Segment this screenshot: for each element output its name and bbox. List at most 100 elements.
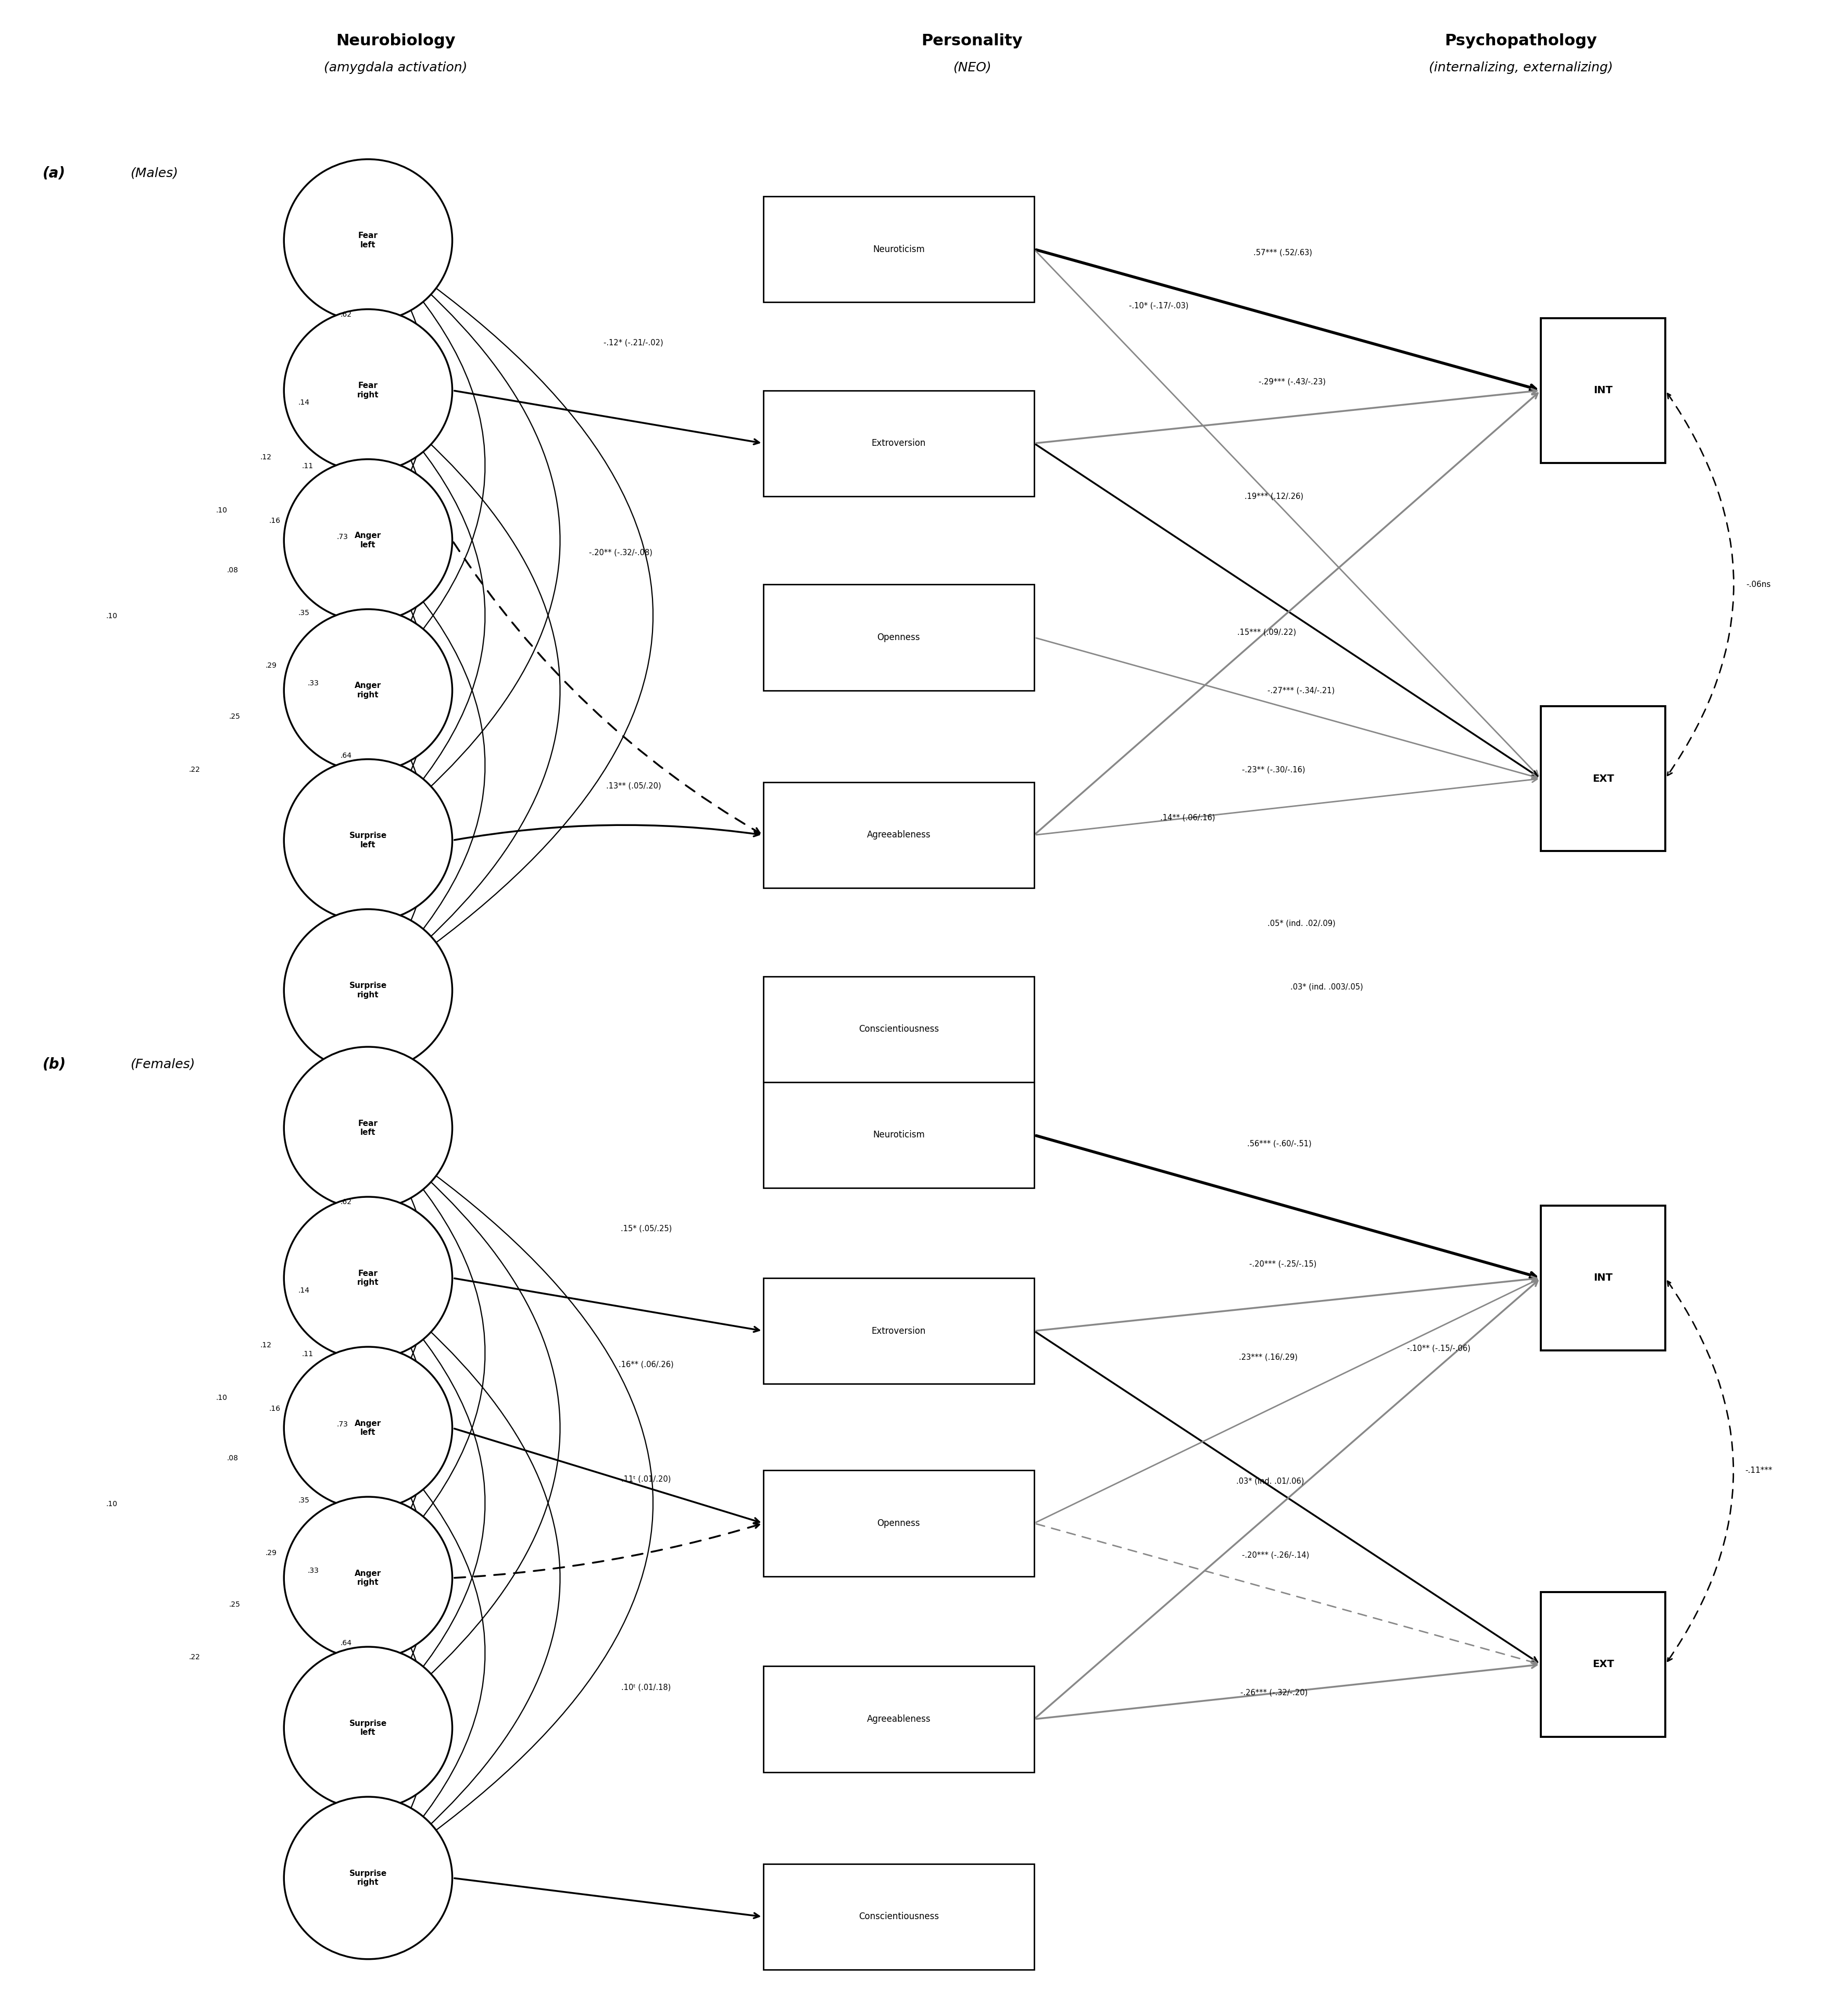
Text: Fear
right: Fear right: [358, 381, 380, 399]
Circle shape: [284, 1796, 453, 1960]
Text: Surprise
right: Surprise right: [348, 1869, 387, 1887]
Text: .16: .16: [270, 518, 281, 524]
Circle shape: [284, 159, 453, 323]
Text: .23*** (.16/.29): .23*** (.16/.29): [1240, 1353, 1298, 1361]
Circle shape: [284, 308, 453, 472]
Text: Surprise
left: Surprise left: [348, 833, 387, 849]
Text: .15* (.05/.25): .15* (.05/.25): [620, 1224, 671, 1232]
Bar: [763, 1083, 1034, 1187]
Bar: [763, 585, 1034, 689]
Bar: [763, 391, 1034, 496]
Text: .08: .08: [227, 566, 238, 575]
Text: (b): (b): [42, 1056, 66, 1073]
Text: -.29*** (-.43/-.23): -.29*** (-.43/-.23): [1258, 377, 1326, 385]
Text: Neuroticism: Neuroticism: [873, 1131, 924, 1139]
Text: .12: .12: [260, 454, 271, 462]
Text: Extroversion: Extroversion: [871, 439, 926, 448]
Circle shape: [284, 1198, 453, 1359]
Text: .64: .64: [341, 752, 352, 760]
Text: .14: .14: [299, 1286, 310, 1294]
Text: Openness: Openness: [877, 1518, 921, 1528]
Bar: [763, 782, 1034, 887]
Text: .56*** (-.60/-.51): .56*** (-.60/-.51): [1247, 1139, 1311, 1147]
Text: .12: .12: [260, 1341, 271, 1349]
Text: .19*** (.12/.26): .19*** (.12/.26): [1243, 492, 1304, 500]
Text: .14** (.06/.16): .14** (.06/.16): [1161, 814, 1216, 821]
Text: (NEO): (NEO): [952, 60, 990, 75]
Text: .22: .22: [189, 766, 200, 774]
Text: .35: .35: [299, 609, 310, 617]
Text: .25: .25: [229, 1601, 240, 1609]
Text: -.11***: -.11***: [1744, 1466, 1772, 1474]
Text: Personality: Personality: [921, 34, 1023, 48]
Text: -.10* (-.17/-.03): -.10* (-.17/-.03): [1128, 302, 1188, 310]
Text: .11: .11: [303, 462, 314, 470]
Text: .16: .16: [270, 1405, 281, 1413]
Circle shape: [284, 1347, 453, 1510]
Circle shape: [284, 909, 453, 1073]
Text: -.20*** (-.25/-.15): -.20*** (-.25/-.15): [1249, 1260, 1317, 1268]
Bar: [763, 196, 1034, 302]
Text: -.12* (-.21/-.02): -.12* (-.21/-.02): [603, 339, 664, 347]
Text: INT: INT: [1594, 385, 1612, 395]
Bar: [1541, 319, 1665, 464]
Text: (internalizing, externalizing): (internalizing, externalizing): [1429, 60, 1612, 75]
Bar: [763, 976, 1034, 1083]
Bar: [763, 1865, 1034, 1970]
Text: -.27*** (-.34/-.21): -.27*** (-.34/-.21): [1267, 687, 1335, 694]
Text: .03* (ind. .01/.06): .03* (ind. .01/.06): [1236, 1478, 1304, 1486]
Text: .08: .08: [227, 1454, 238, 1462]
Text: .16** (.06/.26): .16** (.06/.26): [618, 1361, 673, 1369]
Text: .14: .14: [299, 399, 310, 407]
Text: Anger
right: Anger right: [354, 681, 381, 700]
Text: .15*** (.09/.22): .15*** (.09/.22): [1236, 629, 1297, 635]
Text: Fear
left: Fear left: [358, 1119, 378, 1137]
Circle shape: [284, 609, 453, 772]
Bar: [1541, 1593, 1665, 1738]
Text: .10: .10: [106, 613, 117, 619]
Circle shape: [284, 760, 453, 921]
Text: Agreeableness: Agreeableness: [867, 831, 930, 841]
Text: Fear
left: Fear left: [358, 232, 378, 248]
Text: -.26*** (-.32/-.20): -.26*** (-.32/-.20): [1240, 1689, 1308, 1697]
Text: .03* (ind. .003/.05): .03* (ind. .003/.05): [1291, 984, 1363, 990]
Text: (Males): (Males): [130, 167, 178, 179]
Text: Conscientiousness: Conscientiousness: [858, 1911, 939, 1921]
Text: EXT: EXT: [1592, 1659, 1614, 1669]
Text: -.10** (-.15/-.06): -.10** (-.15/-.06): [1407, 1345, 1471, 1353]
Text: Psychopathology: Psychopathology: [1445, 34, 1597, 48]
Text: (Females): (Females): [130, 1058, 194, 1070]
Circle shape: [284, 1496, 453, 1659]
Bar: [763, 1470, 1034, 1577]
Text: Surprise
right: Surprise right: [348, 982, 387, 998]
Text: Neurobiology: Neurobiology: [336, 34, 455, 48]
Text: .29: .29: [266, 1550, 277, 1556]
Text: EXT: EXT: [1592, 774, 1614, 784]
Text: .29: .29: [266, 661, 277, 669]
Text: .62: .62: [341, 1198, 352, 1206]
Text: .33: .33: [308, 679, 319, 687]
Text: .10: .10: [216, 1395, 227, 1401]
Text: .64: .64: [341, 1639, 352, 1647]
Text: .13** (.05/.20): .13** (.05/.20): [605, 782, 660, 790]
Text: .33: .33: [308, 1566, 319, 1574]
Text: INT: INT: [1594, 1272, 1612, 1282]
Text: -.20** (-.32/-.08): -.20** (-.32/-.08): [589, 548, 653, 556]
Text: Surprise
left: Surprise left: [348, 1720, 387, 1736]
Text: Conscientiousness: Conscientiousness: [858, 1024, 939, 1034]
Text: .73: .73: [337, 532, 348, 540]
Text: Anger
left: Anger left: [354, 532, 381, 548]
Text: -.20*** (-.26/-.14): -.20*** (-.26/-.14): [1242, 1550, 1309, 1558]
Text: .62: .62: [341, 310, 352, 319]
Bar: [763, 1278, 1034, 1383]
Text: Extroversion: Extroversion: [871, 1327, 926, 1337]
Text: Neuroticism: Neuroticism: [873, 244, 924, 254]
Text: .35: .35: [299, 1496, 310, 1504]
Text: .10: .10: [216, 506, 227, 514]
Text: .22: .22: [189, 1653, 200, 1661]
Text: .73: .73: [337, 1421, 348, 1427]
Text: .11ᵗ (.01/.20): .11ᵗ (.01/.20): [622, 1476, 671, 1484]
Text: Anger
left: Anger left: [354, 1419, 381, 1437]
Text: .57*** (.52/.63): .57*** (.52/.63): [1254, 248, 1313, 256]
Bar: [1541, 1206, 1665, 1351]
